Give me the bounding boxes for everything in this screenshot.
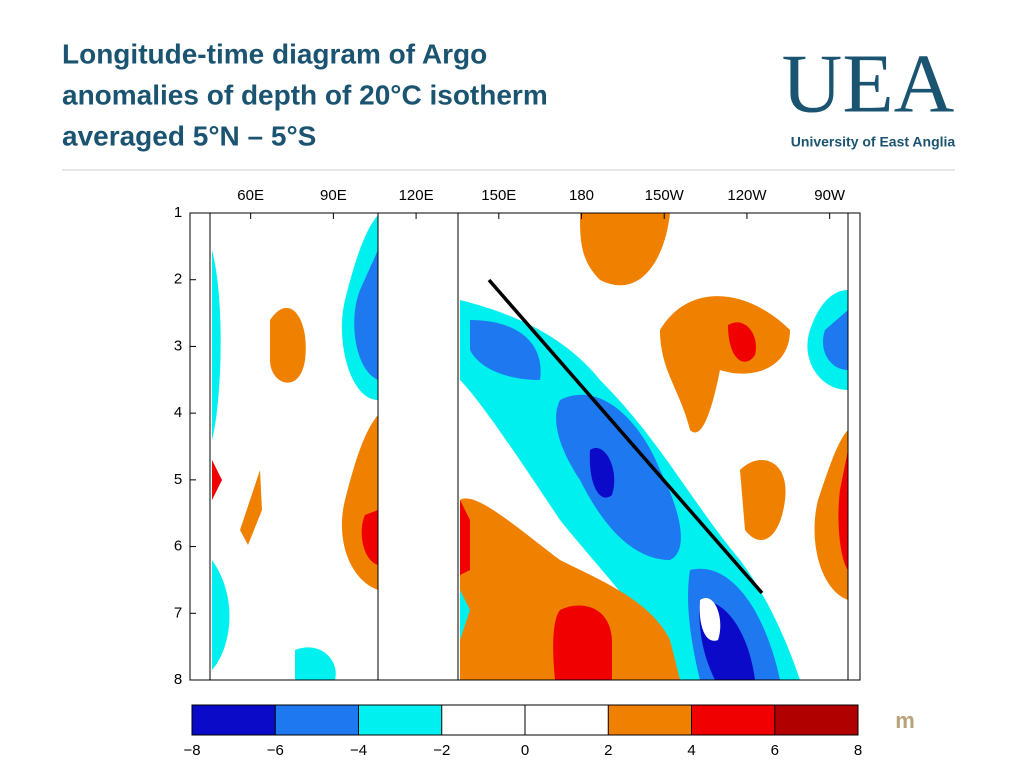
title-line: averaged 5°N – 5°S — [62, 120, 316, 151]
x-tick-label: 150W — [645, 187, 685, 204]
colorbar-tick-label: 8 — [854, 742, 862, 759]
x-tick-label: 60E — [237, 187, 264, 204]
y-tick-label: 2 — [174, 271, 182, 288]
x-tick-label: 90W — [814, 187, 846, 204]
title-line: Longitude-time diagram of Argo — [62, 38, 487, 69]
x-tick-label: 90E — [320, 187, 347, 204]
colorbar-tick-label: −4 — [350, 742, 367, 759]
y-tick-label: 6 — [174, 538, 182, 555]
colorbar-segment — [691, 705, 775, 735]
title-line: anomalies of depth of 20°C isotherm — [62, 79, 548, 110]
x-tick-label: 120W — [727, 187, 767, 204]
colorbar-unit: m — [895, 708, 915, 733]
colorbar-segment — [608, 705, 692, 735]
logo-name: University of East Anglia — [791, 134, 956, 150]
colorbar-segment — [525, 705, 609, 735]
colorbar-segment — [441, 705, 525, 735]
colorbar-tick-label: 6 — [771, 742, 779, 759]
y-tick-label: 4 — [174, 404, 182, 421]
y-tick-label: 1 — [174, 204, 182, 221]
colorbar-tick-label: −2 — [433, 742, 450, 759]
y-tick-label: 5 — [174, 471, 182, 488]
contour-field — [189, 212, 861, 681]
x-tick-label: 150E — [481, 187, 516, 204]
y-tick-label: 7 — [174, 604, 182, 621]
y-tick-label: 3 — [174, 337, 182, 354]
x-tick-label: 180 — [569, 187, 594, 204]
colorbar-segment — [774, 705, 858, 735]
colorbar-tick-label: −6 — [267, 742, 284, 759]
logo-mark: UEA — [782, 37, 955, 130]
colorbar-tick-label: −8 — [183, 742, 200, 759]
y-tick-label: 8 — [174, 671, 182, 688]
colorbar-segment — [192, 705, 276, 735]
x-tick-label: 120E — [399, 187, 434, 204]
colorbar-tick-label: 2 — [604, 742, 612, 759]
colorbar-segment — [275, 705, 359, 735]
colorbar-segment — [358, 705, 442, 735]
colorbar-tick-label: 4 — [687, 742, 695, 759]
colorbar-tick-label: 0 — [521, 742, 529, 759]
